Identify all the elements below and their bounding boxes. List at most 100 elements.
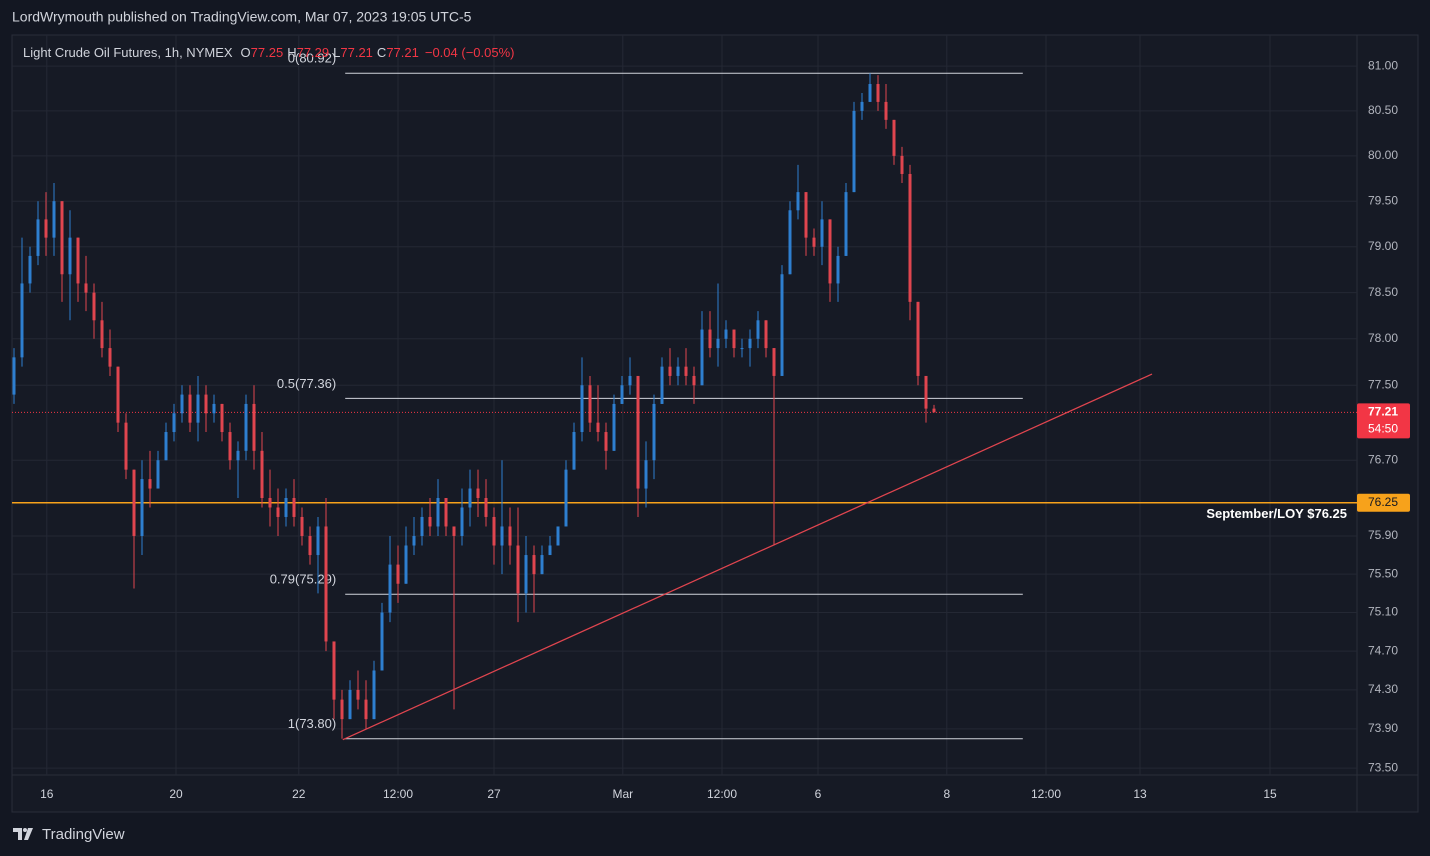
y-tick-label: 75.90 — [1368, 528, 1398, 542]
bar-body — [140, 479, 144, 536]
bar-body — [308, 535, 312, 556]
bar-body — [748, 338, 752, 349]
bar-body — [340, 699, 344, 720]
bar-body — [612, 403, 616, 451]
bar-body — [788, 210, 792, 275]
bar-body — [708, 329, 712, 349]
bar-body — [580, 385, 584, 433]
bar-body — [860, 101, 864, 111]
support-price-label: 76.25 — [1368, 495, 1398, 509]
last-price-label: 77.21 — [1368, 405, 1398, 419]
bar-body — [900, 155, 904, 174]
x-tick-label: 15 — [1263, 787, 1277, 801]
bar-body — [348, 689, 352, 720]
bar-body — [556, 526, 560, 546]
x-tick-label: 22 — [292, 787, 306, 801]
bar-body — [884, 101, 888, 120]
legend-value: 77.21 — [340, 45, 373, 60]
bar-body — [260, 450, 264, 499]
last-price-tag — [1357, 403, 1410, 439]
bar-body — [732, 329, 736, 349]
bar-body — [892, 119, 896, 156]
bar-body — [412, 535, 416, 546]
bar-body — [812, 237, 816, 247]
bar-body — [404, 545, 408, 584]
bar-body — [108, 348, 112, 367]
bar-body — [740, 348, 744, 350]
x-tick-label: 12:00 — [1031, 787, 1061, 801]
bar-body — [484, 498, 488, 517]
bar-body — [12, 357, 16, 395]
bar-body — [156, 460, 160, 489]
bar-body — [460, 507, 464, 536]
bar-body — [692, 375, 696, 386]
bar-body — [244, 403, 248, 451]
bar-body — [396, 564, 400, 584]
bar-body — [436, 498, 440, 527]
bar-body — [372, 670, 376, 720]
bar-body — [548, 545, 552, 556]
bar-body — [924, 375, 928, 409]
bar-body — [100, 320, 104, 349]
x-tick-label: 8 — [943, 787, 950, 801]
bar-body — [332, 641, 336, 700]
bar-body — [820, 219, 824, 247]
bar-body — [180, 394, 184, 414]
bar-body — [476, 488, 480, 499]
bar-body — [628, 375, 632, 386]
bar-body — [620, 385, 624, 404]
bar-body — [52, 201, 56, 238]
bar-body — [764, 320, 768, 349]
bar-body — [700, 329, 704, 386]
bar-body — [660, 366, 664, 404]
bar-body — [252, 403, 256, 451]
bar-body — [388, 564, 392, 613]
bar-body — [676, 366, 680, 376]
bar-body — [84, 283, 88, 293]
y-tick-label: 74.30 — [1368, 682, 1398, 696]
fib-level-label: 1(73.80) — [288, 716, 336, 731]
legend-key: O — [241, 45, 251, 60]
bar-body — [868, 84, 872, 102]
bar-body — [284, 498, 288, 517]
bar-body — [852, 110, 856, 193]
y-tick-label: 75.50 — [1368, 566, 1398, 580]
trendline — [342, 373, 1153, 741]
bar-body — [116, 366, 120, 423]
x-tick-label: 13 — [1133, 787, 1147, 801]
x-tick-label: 12:00 — [383, 787, 413, 801]
fib-level-label: 0(80.92) — [288, 51, 336, 66]
bar-body — [828, 219, 832, 284]
x-tick-label: Mar — [612, 787, 633, 801]
y-tick-label: 76.70 — [1368, 452, 1398, 466]
bar-body — [228, 432, 232, 461]
logo-icon — [13, 828, 33, 840]
y-tick-label: 73.50 — [1368, 760, 1398, 774]
bar-body — [124, 422, 128, 470]
bar-body — [908, 173, 912, 302]
bar-body — [132, 469, 136, 536]
bar-body — [468, 488, 472, 508]
y-tick-label: 80.50 — [1368, 103, 1398, 117]
legend-value: 77.21 — [386, 45, 419, 60]
bar-body — [596, 422, 600, 433]
bar-body — [508, 526, 512, 546]
bar-body — [316, 526, 320, 556]
bar-body — [380, 612, 384, 671]
bar-body — [716, 338, 720, 349]
bar-body — [564, 469, 568, 527]
bar-body — [644, 460, 648, 489]
bar-body — [780, 274, 784, 376]
bar-body — [364, 699, 368, 720]
bar-body — [428, 516, 432, 527]
bar-body — [420, 516, 424, 536]
bar-body — [636, 375, 640, 489]
bar-body — [932, 408, 936, 413]
y-tick-label: 73.90 — [1368, 721, 1398, 735]
bar-body — [76, 237, 80, 284]
legend-value: 77.29 — [297, 45, 330, 60]
bar-body — [92, 292, 96, 321]
x-tick-label: 16 — [40, 787, 54, 801]
bar-body — [724, 329, 728, 339]
plot: 0(80.92) 0.5(77.36) 0.79(75.29) 1(73.80) Sep… — [12, 35, 1357, 775]
